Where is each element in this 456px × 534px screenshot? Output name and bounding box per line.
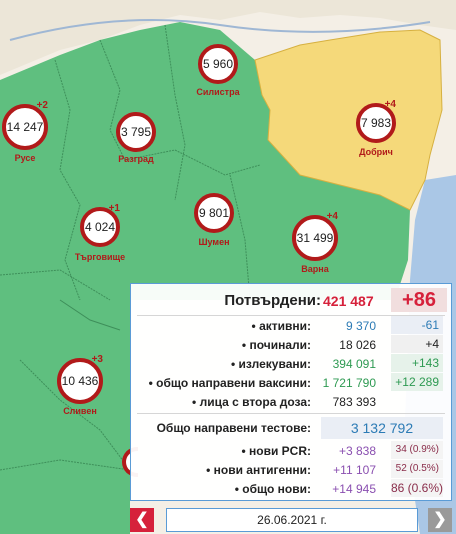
stat-delta: +12 289 <box>391 373 443 391</box>
panel-divider <box>137 315 445 316</box>
panel-divider <box>137 413 445 414</box>
stat-label: • починали: <box>241 338 311 352</box>
deaths-row: • починали: 18 026 +4 <box>131 335 451 355</box>
stat-delta: -61 <box>391 316 443 334</box>
tests-value: 3 132 792 <box>321 417 443 439</box>
stat-value: 394 091 <box>332 357 376 371</box>
region-count: 10 436 <box>61 374 99 388</box>
region-label-dobrich: Добрич <box>359 147 393 157</box>
region-marker-silistra[interactable]: 5 960 <box>198 44 238 84</box>
tests-label: Общо направени тестове: <box>156 421 311 435</box>
confirmed-delta: +86 <box>391 288 447 312</box>
stat-label: • нови PCR: <box>241 444 311 458</box>
confirmed-row: Потвърдени: 421 487 +86 <box>131 288 451 314</box>
stat-label: • нови антигенни: <box>206 463 311 477</box>
region-marker-razgrad[interactable]: 3 795 <box>116 112 156 152</box>
region-label-varna: Варна <box>301 264 329 274</box>
tests-row: Общо направени тестове: 3 132 792 <box>131 417 451 441</box>
region-count: 14 247 <box>6 120 44 134</box>
region-count: 7 983 <box>360 116 392 130</box>
region-count: 31 499 <box>296 231 334 245</box>
region-borders <box>0 24 261 471</box>
region-label-shumen: Шумен <box>198 237 230 247</box>
stat-delta: 86 (0.6%) <box>391 479 444 497</box>
region-marker-ruse[interactable]: 14 247 +2 <box>2 100 48 150</box>
confirmed-value: 421 487 <box>323 293 374 309</box>
region-label-silistra: Силистра <box>196 87 240 97</box>
dobrich-region-area <box>254 29 443 211</box>
danube-river <box>9 19 431 41</box>
stat-label: • лица с втора доза: <box>192 395 311 409</box>
romania-area <box>0 0 456 75</box>
stat-delta: 34 (0.9%) <box>391 441 443 459</box>
date-navigation: ❮ 26.06.2021 г. ❯ <box>130 508 452 532</box>
stats-panel: Потвърдени: 421 487 +86 • активни: 9 370… <box>130 283 452 501</box>
stat-value: 9 370 <box>345 319 376 333</box>
date-display: 26.06.2021 г. <box>166 508 418 532</box>
stat-value: +11 107 <box>333 463 376 477</box>
chevron-left-icon: ❮ <box>135 511 149 528</box>
region-count: 4 024 <box>84 220 116 234</box>
stat-value: 783 393 <box>332 395 376 409</box>
total-new-row: • общо нови: +14 945 86 (0.6%) <box>131 479 451 499</box>
region-count: 9 801 <box>198 206 230 220</box>
stat-value: 1 721 790 <box>322 376 376 390</box>
stat-delta: 52 (0.5%) <box>391 460 443 478</box>
stat-label: • общо направени ваксини: <box>148 376 311 390</box>
region-marker-dobrich[interactable]: 7 983 +4 <box>356 99 396 143</box>
active-row: • активни: 9 370 -61 <box>131 316 451 336</box>
region-count: 3 795 <box>120 125 152 139</box>
region-marker-targovishte[interactable]: 4 024 +1 <box>80 203 120 247</box>
stat-value: 18 026 <box>339 338 376 352</box>
region-marker-varna[interactable]: 31 499 +4 <box>292 211 338 261</box>
region-area-green <box>0 22 410 534</box>
confirmed-label: Потвърдени: <box>224 292 321 309</box>
region-label-targovishte: Търговище <box>74 252 126 262</box>
region-marker-sliven[interactable]: 10 436 +3 <box>57 354 103 404</box>
region-marker-shumen[interactable]: 9 801 <box>194 193 234 233</box>
chevron-right-icon: ❯ <box>433 511 447 528</box>
next-day-button[interactable]: ❯ <box>428 508 452 532</box>
region-label-sliven: Сливен <box>63 406 97 416</box>
stat-label: • активни: <box>251 319 311 333</box>
prev-day-button[interactable]: ❮ <box>130 508 154 532</box>
region-delta: +4 <box>326 211 338 222</box>
second-dose-row: • лица с втора доза: 783 393 <box>131 392 451 412</box>
vaccines-row: • общо направени ваксини: 1 721 790 +12 … <box>131 373 451 393</box>
region-delta: +3 <box>91 354 103 365</box>
stat-value: +14 945 <box>332 482 376 496</box>
region-border-south <box>59 299 121 331</box>
region-label-ruse: Русе <box>14 153 36 163</box>
antigen-row: • нови антигенни: +11 107 52 (0.5%) <box>131 460 451 480</box>
region-delta: +2 <box>36 100 48 111</box>
region-label-razgrad: Разград <box>118 154 154 164</box>
region-delta: +4 <box>384 99 396 110</box>
stat-label: • общо нови: <box>234 482 311 496</box>
stat-value: +3 838 <box>338 444 376 458</box>
stat-delta: +4 <box>391 335 443 353</box>
stat-label: • излекувани: <box>230 357 311 371</box>
pcr-row: • нови PCR: +3 838 34 (0.9%) <box>131 441 451 461</box>
region-count: 5 960 <box>202 57 234 71</box>
stat-delta: +143 <box>391 354 443 372</box>
recovered-row: • излекувани: 394 091 +143 <box>131 354 451 374</box>
region-delta: +1 <box>108 203 120 214</box>
